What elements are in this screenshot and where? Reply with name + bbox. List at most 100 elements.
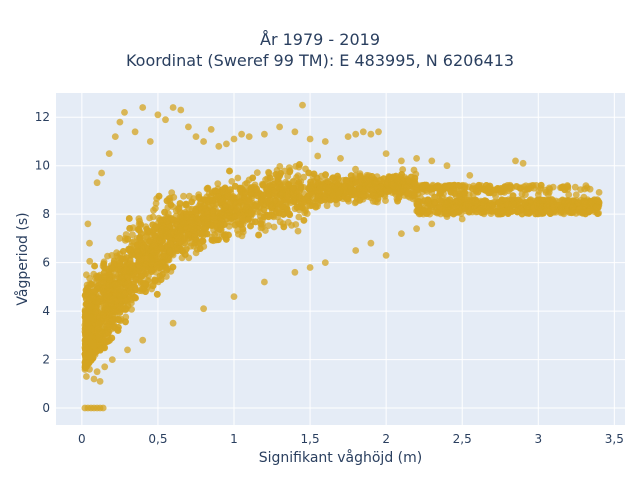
data-point [200, 138, 208, 145]
data-point [87, 281, 95, 288]
chart-title-line-1: År 1979 - 2019 [260, 30, 380, 49]
data-point [150, 240, 158, 248]
data-point [523, 209, 531, 217]
data-point [413, 155, 420, 162]
data-point [152, 223, 160, 231]
data-point [196, 240, 204, 247]
data-point [421, 181, 429, 189]
data-point [265, 222, 272, 230]
data-point [93, 368, 101, 376]
data-point [580, 193, 588, 201]
data-point [84, 319, 92, 327]
data-point [352, 130, 360, 138]
data-point [539, 196, 546, 204]
data-point [331, 184, 339, 192]
data-point [90, 375, 98, 383]
data-point [308, 202, 316, 209]
data-point [504, 201, 512, 208]
data-point [188, 219, 196, 227]
data-point [443, 182, 451, 190]
data-point [135, 251, 143, 258]
data-point [95, 320, 103, 328]
data-point [135, 226, 143, 233]
data-point [93, 179, 101, 187]
data-point [508, 208, 516, 215]
data-point [316, 184, 324, 192]
x-tick-label: 1,5 [301, 432, 320, 446]
data-point [86, 365, 93, 373]
data-point [395, 194, 403, 202]
data-point [95, 273, 102, 280]
data-point [243, 203, 251, 210]
data-point [110, 323, 118, 330]
data-point [424, 196, 432, 204]
x-tick-label: 3 [534, 432, 542, 446]
data-point [115, 316, 123, 324]
data-point [469, 185, 476, 193]
data-point [111, 133, 119, 141]
data-point [104, 252, 111, 260]
data-point [86, 358, 93, 366]
data-point [489, 203, 496, 211]
data-point [146, 228, 154, 235]
data-point [301, 209, 309, 217]
y-tick-label: 12 [35, 110, 50, 124]
data-point [280, 223, 288, 231]
data-point [407, 173, 415, 181]
data-point [223, 140, 230, 148]
data-point [594, 204, 602, 211]
data-point [512, 157, 519, 165]
data-point [255, 231, 262, 239]
data-point [217, 226, 225, 234]
data-point [84, 325, 92, 333]
data-point [410, 179, 418, 187]
data-point [84, 220, 92, 228]
data-point [278, 203, 286, 210]
data-point [128, 263, 136, 270]
data-point [223, 215, 231, 223]
data-point [285, 181, 293, 188]
data-point [341, 182, 349, 190]
data-point [219, 188, 227, 196]
data-point [136, 234, 144, 241]
data-point [323, 202, 331, 210]
x-tick-label: 3,5 [605, 432, 624, 446]
data-point [247, 222, 254, 230]
data-point [226, 167, 233, 175]
data-point [197, 230, 205, 238]
data-point [124, 273, 132, 281]
data-point [81, 344, 89, 351]
data-point [399, 178, 407, 185]
data-point [465, 207, 473, 215]
data-point [550, 201, 557, 208]
data-point [334, 172, 341, 180]
data-point [118, 274, 126, 281]
data-point [269, 180, 277, 188]
x-tick-label: 0,5 [148, 432, 167, 446]
data-point [204, 220, 211, 228]
data-point [239, 225, 247, 233]
data-point [346, 181, 354, 189]
data-point [367, 179, 374, 187]
data-point [265, 191, 273, 199]
data-point [291, 128, 299, 136]
data-point [147, 266, 155, 274]
data-point [105, 322, 113, 330]
data-point [294, 172, 302, 180]
data-point [557, 208, 565, 216]
data-point [431, 198, 438, 206]
data-point [296, 187, 303, 195]
x-tick-label: 1 [230, 432, 238, 446]
data-point [174, 245, 182, 253]
data-point [586, 206, 593, 214]
data-point [413, 201, 421, 209]
y-tick-label: 8 [42, 207, 50, 221]
scatter-points [81, 101, 603, 412]
data-point [446, 196, 454, 204]
data-point [239, 215, 246, 223]
data-point [184, 214, 191, 222]
data-point [100, 260, 108, 268]
x-tick-label: 0 [78, 432, 86, 446]
data-point [413, 186, 420, 194]
